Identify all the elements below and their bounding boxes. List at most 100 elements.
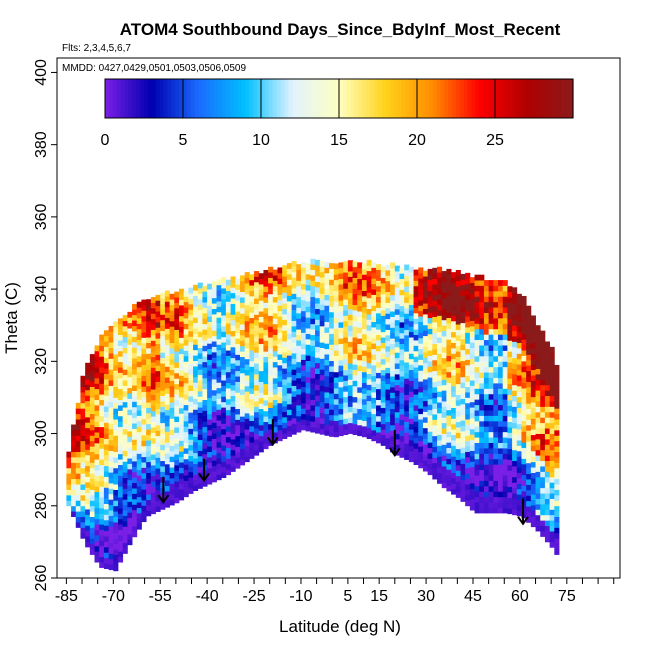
heatmap-cell [507, 318, 513, 325]
heatmap-cell [516, 391, 522, 398]
heatmap-cell [244, 429, 250, 436]
heatmap-cell [66, 484, 72, 490]
heatmap-cell [216, 403, 222, 410]
heatmap-cell [540, 509, 546, 516]
heatmap-cell [230, 308, 236, 315]
heatmap-cell [225, 323, 231, 329]
heatmap-cell [366, 324, 372, 331]
heatmap-cell [347, 428, 353, 434]
heatmap-cell [117, 497, 124, 503]
heatmap-cell [277, 332, 283, 339]
heatmap-cell [488, 496, 494, 503]
heatmap-cell [549, 433, 555, 440]
colorbar-segment [432, 79, 438, 118]
heatmap-cell [211, 292, 217, 299]
heatmap-cell [319, 428, 325, 435]
heatmap-cell [502, 475, 508, 481]
heatmap-cell [413, 453, 419, 460]
heatmap-cell [164, 355, 170, 362]
heatmap-cell [155, 300, 161, 307]
heatmap-cell [502, 502, 508, 508]
x-tick-label: -25 [242, 588, 265, 605]
heatmap-cell [380, 407, 386, 414]
heatmap-cell [117, 394, 124, 401]
heatmap-cell [427, 279, 433, 286]
heatmap-cell [338, 354, 344, 361]
heatmap-cell [174, 486, 180, 493]
heatmap-cell [329, 387, 335, 394]
heatmap-cell [113, 321, 119, 328]
heatmap-cell [291, 418, 297, 424]
heatmap-cell [221, 396, 227, 403]
heatmap-cell [404, 307, 410, 314]
heatmap-cell [188, 298, 194, 305]
heatmap-cell [178, 440, 185, 447]
heatmap-cell [554, 451, 560, 458]
heatmap-cell [465, 440, 471, 447]
heatmap-cell [385, 329, 391, 336]
heatmap-cell [469, 320, 475, 327]
heatmap-cell [413, 275, 419, 281]
heatmap-cell [254, 281, 260, 288]
heatmap-cell [169, 429, 175, 436]
heatmap-cell [108, 553, 114, 560]
heatmap-cell [427, 447, 433, 454]
heatmap-cell [329, 301, 335, 307]
heatmap-cell [197, 369, 203, 376]
colorbar-segment [175, 79, 180, 118]
heatmap-cell [169, 483, 175, 490]
heatmap-cell [380, 380, 386, 387]
heatmap-cell [291, 282, 297, 289]
heatmap-cell [122, 320, 128, 327]
heatmap-cell [512, 449, 518, 456]
heatmap-cell [474, 355, 480, 362]
heatmap-cell [225, 306, 231, 313]
heatmap-cell [432, 284, 438, 290]
heatmap-cell [239, 421, 246, 428]
heatmap-cell [413, 307, 419, 314]
heatmap-cell [85, 384, 91, 391]
heatmap-cell [160, 330, 166, 337]
heatmap-cell [399, 343, 405, 350]
heatmap-cell [239, 459, 246, 466]
heatmap-cell [216, 431, 222, 437]
heatmap-cell [310, 318, 316, 325]
heatmap-cell [343, 315, 349, 322]
heatmap-cell [549, 476, 555, 483]
heatmap-cell [544, 444, 551, 451]
heatmap-cell [235, 354, 241, 361]
heatmap-cell [512, 395, 518, 402]
heatmap-cell [427, 366, 433, 373]
heatmap-cell [207, 299, 213, 306]
heatmap-cell [99, 551, 105, 558]
heatmap-cell [263, 334, 269, 341]
colorbar-segment [315, 79, 321, 118]
heatmap-cell [521, 377, 527, 384]
heatmap-cell [178, 472, 185, 479]
heatmap-cell [305, 360, 311, 367]
heatmap-cell [296, 394, 302, 401]
heatmap-cell [85, 438, 91, 445]
heatmap-cell [296, 356, 302, 363]
heatmap-cell [136, 339, 142, 346]
colorbar-segment [514, 79, 519, 118]
heatmap-cell [221, 358, 227, 365]
heatmap-cell [460, 355, 466, 362]
heatmap-cell [385, 297, 391, 303]
heatmap-cell [352, 277, 358, 284]
heatmap-cell [394, 368, 400, 375]
heatmap-cell [305, 371, 311, 378]
heatmap-cell [460, 452, 466, 459]
heatmap-cell [408, 375, 414, 381]
heatmap-cell [498, 437, 504, 443]
heatmap-cell [94, 524, 100, 531]
colorbar-segment [463, 79, 469, 118]
heatmap-cell [427, 285, 433, 291]
heatmap-cell [268, 326, 274, 333]
heatmap-cell [183, 318, 189, 324]
heatmap-cell [103, 444, 110, 450]
heatmap-cell [343, 337, 349, 343]
heatmap-cell [507, 313, 513, 320]
heatmap-cell [488, 420, 494, 427]
heatmap-cell [150, 432, 156, 439]
